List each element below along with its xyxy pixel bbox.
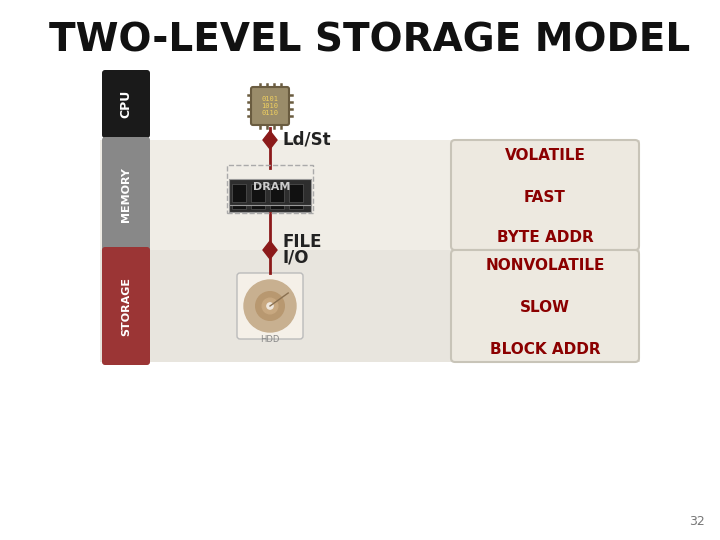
Text: 32: 32: [689, 515, 705, 528]
Bar: [229, 186, 311, 212]
Bar: [229, 179, 311, 205]
Text: CPU: CPU: [120, 90, 132, 118]
FancyBboxPatch shape: [237, 273, 303, 339]
Bar: [232, 184, 246, 202]
Circle shape: [256, 292, 284, 320]
Circle shape: [244, 280, 296, 332]
Text: SLOW: SLOW: [520, 300, 570, 315]
Text: 1010: 1010: [261, 103, 279, 109]
Polygon shape: [263, 131, 277, 149]
FancyBboxPatch shape: [251, 87, 289, 125]
Bar: [270, 184, 284, 202]
Text: FAST: FAST: [524, 190, 566, 205]
Text: VOLATILE: VOLATILE: [505, 148, 585, 164]
FancyBboxPatch shape: [451, 250, 639, 362]
Bar: [289, 191, 303, 209]
FancyBboxPatch shape: [451, 140, 639, 250]
Text: DRAM: DRAM: [253, 182, 291, 192]
Text: HDD: HDD: [261, 334, 279, 343]
FancyBboxPatch shape: [102, 137, 150, 253]
FancyBboxPatch shape: [102, 247, 150, 365]
Bar: [100, 140, 640, 250]
Bar: [232, 191, 246, 209]
Text: NONVOLATILE: NONVOLATILE: [485, 259, 605, 273]
Circle shape: [262, 298, 278, 314]
Circle shape: [267, 303, 273, 309]
Text: BLOCK ADDR: BLOCK ADDR: [490, 342, 600, 357]
Text: BYTE ADDR: BYTE ADDR: [497, 231, 593, 246]
Text: Ld/St: Ld/St: [282, 130, 330, 148]
Bar: [251, 184, 265, 202]
Bar: [270, 191, 284, 209]
Text: STORAGE: STORAGE: [121, 276, 131, 335]
FancyBboxPatch shape: [102, 70, 150, 138]
Bar: [100, 250, 640, 362]
Text: FILE: FILE: [282, 233, 322, 251]
Text: I/O: I/O: [282, 249, 308, 267]
Bar: [289, 184, 303, 202]
Text: TWO-LEVEL STORAGE MODEL: TWO-LEVEL STORAGE MODEL: [50, 21, 690, 59]
Polygon shape: [263, 241, 277, 259]
Text: 0101: 0101: [261, 96, 279, 102]
Text: 0110: 0110: [261, 110, 279, 116]
Text: MEMORY: MEMORY: [121, 167, 131, 222]
Bar: [251, 191, 265, 209]
